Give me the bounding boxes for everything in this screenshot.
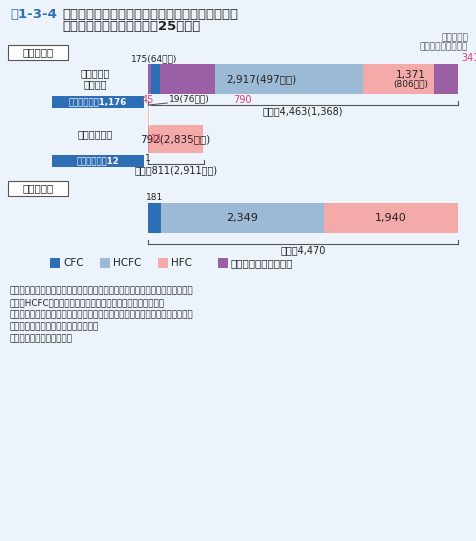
Bar <box>148 125 203 153</box>
Text: 1,940: 1,940 <box>375 213 406 223</box>
Text: 2,349: 2,349 <box>226 213 258 223</box>
Text: 類の回収・破壊量等（平成25年度）: 類の回収・破壊量等（平成25年度） <box>62 20 200 33</box>
Bar <box>323 203 457 233</box>
Text: カーエアコン: カーエアコン <box>77 129 112 139</box>
FancyBboxPatch shape <box>8 181 68 196</box>
Bar <box>148 203 160 233</box>
Text: 破壊した量: 破壊した量 <box>22 183 53 194</box>
Text: HCFC: HCFC <box>113 258 141 268</box>
Bar <box>158 258 168 268</box>
Text: 790: 790 <box>233 95 251 105</box>
Text: 175(64千台): 175(64千台) <box>130 54 177 63</box>
Text: HFC: HFC <box>170 258 192 268</box>
Text: 空調機器: 空調機器 <box>83 79 107 89</box>
Text: 再利用合計：1,176: 再利用合計：1,176 <box>69 97 127 107</box>
Text: 2,917(497千台): 2,917(497千台) <box>226 74 296 84</box>
Bar <box>434 64 457 94</box>
Bar <box>160 203 323 233</box>
Text: 19(76千台): 19(76千台) <box>169 94 210 103</box>
Text: 792(2,835千台): 792(2,835千台) <box>140 134 210 144</box>
Text: 181: 181 <box>145 193 163 202</box>
Text: （）は回収した台数: （）は回収した台数 <box>419 42 467 51</box>
Text: 1: 1 <box>145 154 150 163</box>
Text: 1,371: 1,371 <box>395 70 425 80</box>
Text: うち再利用等された量: うち再利用等された量 <box>230 258 293 268</box>
Text: 注１：小数点未満を四捨五入のため、数値の和は必ずしも合計に一致しない。: 注１：小数点未満を四捨五入のため、数値の和は必ずしも合計に一致しない。 <box>10 286 193 295</box>
Bar <box>148 125 149 153</box>
Bar <box>148 64 151 94</box>
Bar <box>100 258 110 268</box>
FancyBboxPatch shape <box>8 45 68 60</box>
Bar <box>362 64 457 94</box>
Bar <box>160 64 215 94</box>
Text: 45: 45 <box>141 95 153 105</box>
Text: 回収した量: 回収した量 <box>22 48 53 57</box>
Text: 図1-3-4: 図1-3-4 <box>10 8 57 21</box>
Bar <box>50 258 60 268</box>
Text: 合計：811(2,911千台): 合計：811(2,911千台) <box>134 165 217 175</box>
Bar <box>218 258 228 268</box>
Bar <box>148 105 149 125</box>
Text: ロン類の合計の破壊量である。: ロン類の合計の破壊量である。 <box>10 322 99 331</box>
Text: ２：HCFCはカーエアコンの冷媒として用いられていない。: ２：HCFCはカーエアコンの冷媒として用いられていない。 <box>10 298 165 307</box>
Bar <box>160 64 362 94</box>
Text: 単位：トン: 単位：トン <box>440 33 467 42</box>
Text: (806千台): (806千台) <box>392 80 427 89</box>
Text: 11: 11 <box>150 134 163 144</box>
Bar <box>148 64 160 94</box>
Bar <box>52 155 144 167</box>
Text: 合計：4,463(1,368): 合計：4,463(1,368) <box>262 106 343 116</box>
Text: 業務用冷凍: 業務用冷凍 <box>80 68 109 78</box>
Text: CFC: CFC <box>63 258 83 268</box>
Text: 合計：4,470: 合計：4,470 <box>280 245 325 255</box>
Text: 再利用合計：12: 再利用合計：12 <box>77 156 119 166</box>
Text: 業務用冷凍空調機器・カーエアコンからのフロン: 業務用冷凍空調機器・カーエアコンからのフロン <box>62 8 238 21</box>
Text: 341: 341 <box>460 53 476 63</box>
Bar <box>52 96 144 108</box>
Text: 資料：経済産業省、環境省: 資料：経済産業省、環境省 <box>10 334 73 343</box>
Text: ３：破壊した量は、業務用冷凍空調機器及びカーエアコンから回収されたフ: ３：破壊した量は、業務用冷凍空調機器及びカーエアコンから回収されたフ <box>10 310 193 319</box>
